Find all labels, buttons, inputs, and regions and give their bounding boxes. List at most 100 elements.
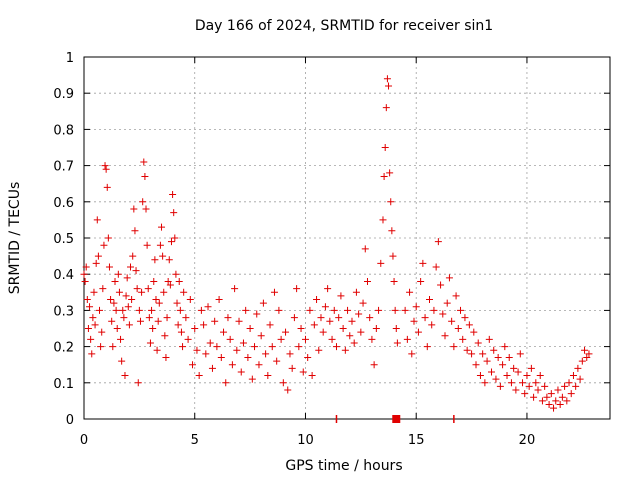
data-point (401, 306, 409, 314)
data-point (558, 393, 566, 401)
data-point (572, 382, 580, 390)
data-point (472, 361, 480, 369)
data-point (94, 252, 102, 260)
data-point (166, 281, 174, 289)
data-point (246, 325, 254, 332)
data-point (180, 288, 188, 296)
data-point (496, 382, 504, 390)
y-tick-label: 0.5 (53, 232, 74, 247)
data-point (266, 321, 274, 329)
data-point (162, 353, 170, 361)
data-point (567, 390, 575, 398)
data-point (563, 397, 571, 405)
data-point (308, 372, 316, 380)
data-point (330, 306, 338, 314)
data-point (561, 382, 569, 390)
data-point (476, 372, 484, 380)
data-point (103, 183, 111, 191)
data-point (428, 321, 436, 329)
data-point (299, 368, 307, 376)
data-point (159, 252, 167, 260)
data-point (172, 270, 180, 278)
data-point (114, 270, 122, 278)
data-point (454, 325, 462, 332)
data-point (505, 353, 513, 361)
data-point (189, 361, 197, 369)
data-point (313, 296, 321, 304)
data-point (545, 401, 553, 409)
data-point (142, 205, 150, 213)
data-point (481, 379, 489, 387)
data-point (129, 252, 137, 260)
y-tick-label: 0.9 (53, 87, 74, 102)
data-point (170, 209, 178, 217)
data-point (550, 404, 558, 412)
data-point (152, 296, 160, 304)
data-point (410, 317, 418, 325)
data-point (107, 296, 115, 304)
data-point (108, 317, 116, 325)
data-point (144, 285, 152, 293)
data-point (104, 234, 112, 242)
data-point (585, 350, 593, 358)
data-point (492, 375, 500, 383)
data-point (437, 281, 445, 289)
data-point (251, 343, 259, 351)
data-point (534, 386, 542, 394)
data-point (171, 234, 179, 242)
data-point (381, 144, 389, 151)
x-tick-label: 0 (80, 433, 88, 448)
data-point (138, 288, 146, 296)
data-point (173, 299, 181, 307)
data-point (123, 274, 131, 282)
data-point (408, 350, 416, 358)
data-point (161, 332, 169, 340)
data-point (393, 339, 401, 347)
data-point (574, 364, 582, 372)
data-point (383, 75, 391, 83)
data-point (195, 372, 203, 380)
data-point (448, 317, 456, 325)
data-point (525, 382, 533, 390)
data-point (391, 306, 399, 314)
data-point (419, 259, 427, 267)
data-point (141, 172, 149, 180)
data-point (257, 332, 265, 340)
data-point (273, 357, 281, 365)
data-point (326, 317, 334, 325)
data-point (115, 288, 123, 296)
data-point (507, 379, 515, 387)
data-point (359, 299, 367, 307)
data-point (282, 328, 290, 336)
y-tick-label: 1 (66, 51, 74, 66)
data-point (169, 191, 177, 199)
data-point (324, 285, 332, 293)
data-point (149, 325, 157, 332)
data-point (521, 390, 529, 398)
data-point (425, 296, 433, 304)
data-point (432, 263, 440, 271)
data-point (164, 277, 172, 285)
data-point (268, 343, 276, 351)
data-point (279, 379, 287, 387)
data-point (485, 335, 493, 343)
data-point (90, 288, 98, 296)
data-point (119, 306, 127, 314)
data-point (191, 325, 199, 332)
data-point (389, 252, 397, 260)
data-point (158, 223, 166, 231)
data-point (306, 306, 314, 314)
data-point (357, 328, 365, 336)
data-point (510, 364, 518, 372)
data-point (301, 335, 309, 343)
data-point (523, 372, 531, 380)
data-point (479, 350, 487, 358)
data-point (441, 332, 449, 340)
y-axis-label: SRMTID / TECUs (7, 182, 23, 295)
data-point (140, 158, 148, 166)
data-point (125, 321, 133, 329)
data-point (382, 104, 390, 112)
data-point (379, 216, 387, 224)
data-point (131, 227, 139, 235)
